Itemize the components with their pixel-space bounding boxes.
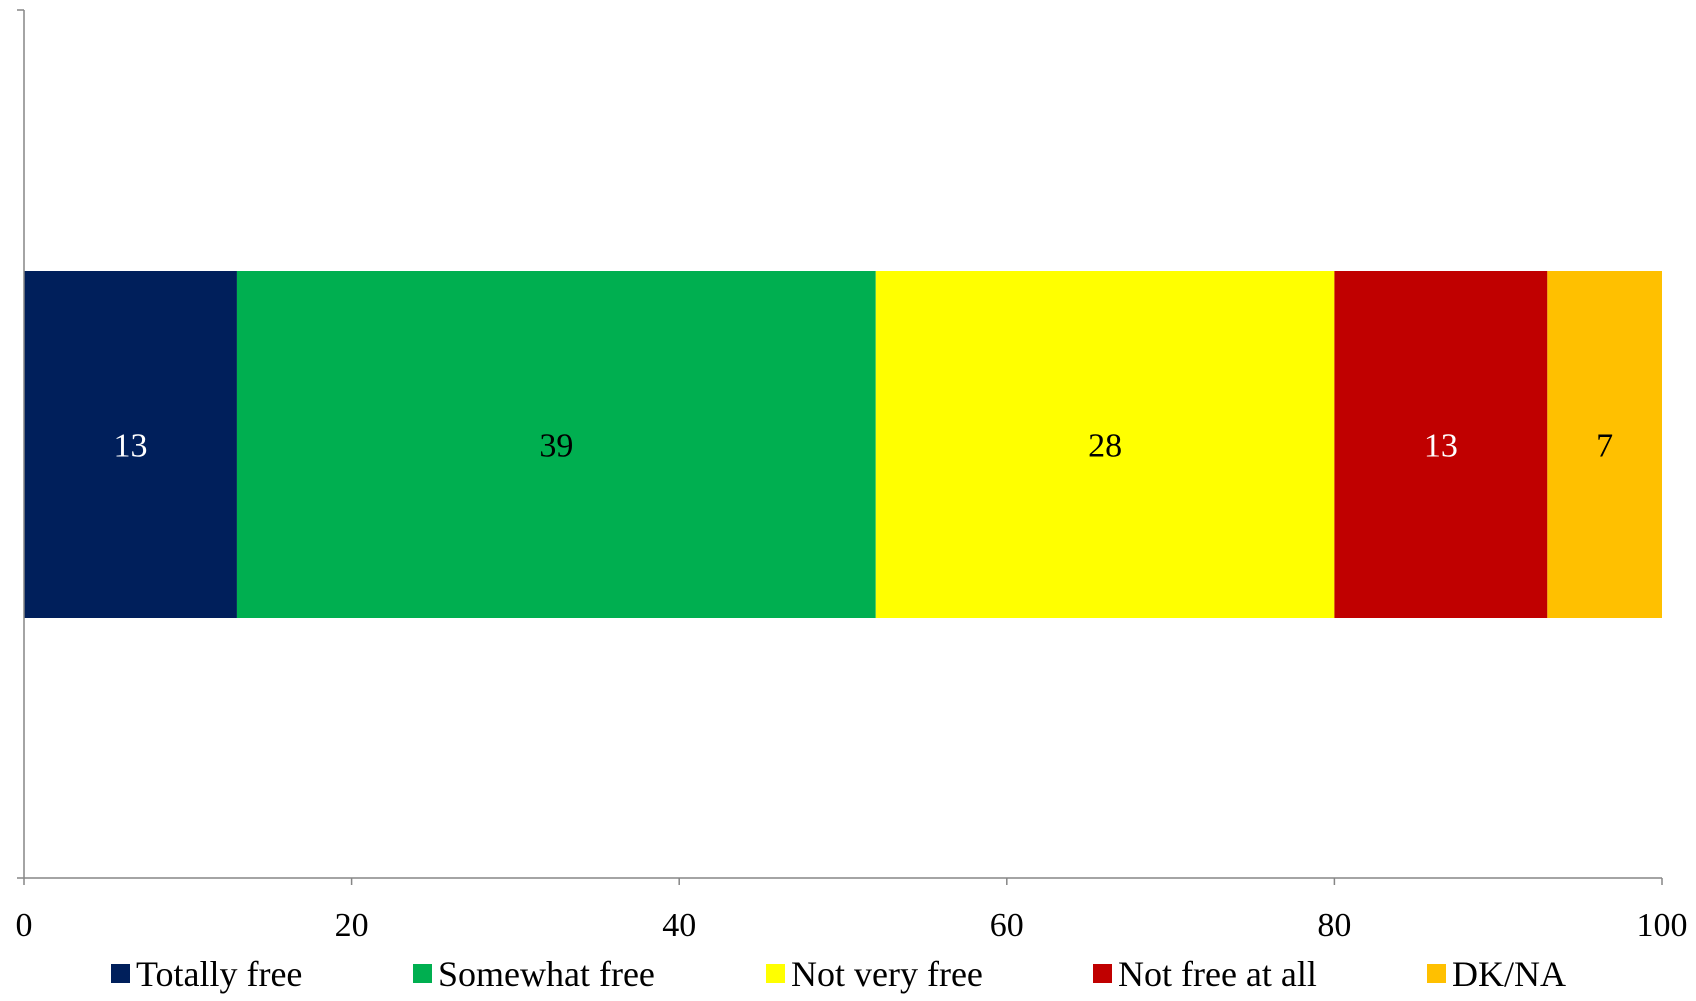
- legend-swatch-not-very-free: [766, 964, 785, 983]
- legend-swatch-totally-free: [111, 964, 130, 983]
- bar-segment-somewhat-free: [236, 271, 876, 618]
- legend: Totally free Somewhat free Not very free No…: [111, 954, 1566, 994]
- axes-layer: 0 20 40 60 80 100: [16, 9, 1688, 944]
- legend-item-dk-na: DK/NA: [1427, 954, 1566, 994]
- legend-item-totally-free: Totally free: [111, 954, 302, 994]
- legend-label-totally-free: Totally free: [136, 954, 302, 994]
- legend-swatch-not-free-at-all: [1093, 964, 1112, 983]
- bar-segment-totally-free: [24, 271, 237, 618]
- legend-item-somewhat-free: Somewhat free: [413, 954, 655, 994]
- bar-segment-not-free-at-all: [1334, 271, 1548, 618]
- data-label-totally-free: 13: [113, 428, 147, 465]
- x-tick-label: 80: [1317, 907, 1351, 944]
- legend-label-somewhat-free: Somewhat free: [438, 954, 655, 994]
- legend-item-not-very-free: Not very free: [766, 954, 983, 994]
- data-label-dk-na: 7: [1596, 428, 1613, 465]
- bar-segment-not-very-free: [875, 271, 1335, 618]
- x-tick-label: 100: [1637, 907, 1688, 944]
- legend-swatch-dk-na: [1427, 964, 1446, 983]
- x-tick-label: 20: [335, 907, 369, 944]
- bar-segment-dk-na: [1547, 271, 1662, 618]
- x-tick-label: 40: [662, 907, 696, 944]
- legend-label-not-very-free: Not very free: [791, 954, 983, 994]
- data-label-not-free-at-all: 13: [1424, 428, 1458, 465]
- bars-layer: [24, 271, 1662, 618]
- legend-label-dk-na: DK/NA: [1452, 954, 1566, 994]
- legend-item-not-free-at-all: Not free at all: [1093, 954, 1317, 994]
- x-tick-label: 60: [990, 907, 1024, 944]
- data-label-not-very-free: 28: [1088, 428, 1122, 465]
- data-labels-layer: 13 39 28 13 7: [113, 428, 1613, 465]
- legend-label-not-free-at-all: Not free at all: [1118, 954, 1317, 994]
- legend-swatch-somewhat-free: [413, 964, 432, 983]
- x-tick-label: 0: [16, 907, 33, 944]
- data-label-somewhat-free: 39: [539, 428, 573, 465]
